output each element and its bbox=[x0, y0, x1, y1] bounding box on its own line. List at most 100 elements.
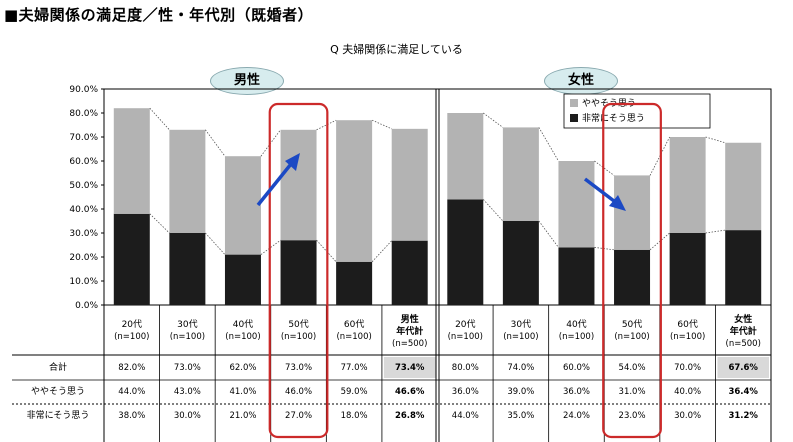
cat-label-5: 年代計 bbox=[396, 325, 423, 337]
connector-line bbox=[205, 232, 226, 255]
legend-label-very: 非常にそう思う bbox=[582, 112, 645, 124]
connector-line bbox=[149, 213, 170, 234]
y-tick-label: 50.0% bbox=[69, 181, 98, 191]
cell-total-0: 82.0% bbox=[118, 363, 145, 373]
connector-line bbox=[538, 220, 559, 248]
cell-very-10: 30.0% bbox=[674, 411, 701, 421]
bar-very-8 bbox=[558, 247, 595, 305]
cell-very-2: 21.0% bbox=[229, 411, 256, 421]
cell-very-8: 24.0% bbox=[563, 411, 590, 421]
bar-very-4 bbox=[336, 261, 373, 305]
cat-label-1: 30代 bbox=[177, 319, 197, 330]
cat-label-7: 30代 bbox=[511, 319, 531, 330]
connector-line bbox=[316, 119, 337, 131]
cat-label-6: 20代 bbox=[455, 319, 475, 330]
connector-line bbox=[316, 239, 337, 263]
bar-somewhat-8 bbox=[558, 161, 595, 248]
cell-somewhat-8: 36.0% bbox=[563, 387, 590, 397]
connector-line bbox=[482, 199, 504, 222]
y-tick-label: 60.0% bbox=[69, 157, 98, 167]
cell-total-10: 70.0% bbox=[674, 363, 701, 373]
cat-n-2: (n=100) bbox=[225, 332, 260, 342]
bar-very-7 bbox=[502, 221, 539, 305]
bar-very-10 bbox=[669, 233, 706, 305]
highlight-frame bbox=[602, 102, 662, 439]
cell-very-9: 23.0% bbox=[619, 411, 646, 421]
connector-line bbox=[371, 119, 392, 130]
y-tick-label: 90.0% bbox=[69, 85, 98, 95]
cat-n-7: (n=100) bbox=[503, 332, 538, 342]
cell-somewhat-6: 36.0% bbox=[452, 387, 479, 397]
cell-very-5: 26.8% bbox=[395, 411, 425, 421]
cat-label-5: 男性 bbox=[401, 313, 419, 325]
bar-somewhat-6 bbox=[447, 113, 484, 200]
cat-label-11: 年代計 bbox=[730, 325, 757, 337]
cell-somewhat-1: 43.0% bbox=[174, 387, 201, 397]
cell-total-2: 62.0% bbox=[229, 363, 256, 373]
cat-label-10: 60代 bbox=[677, 319, 697, 330]
bar-very-11 bbox=[725, 230, 762, 305]
cat-label-11: 女性 bbox=[734, 313, 752, 325]
cat-n-5: (n=500) bbox=[392, 339, 427, 349]
cell-somewhat-0: 44.0% bbox=[118, 387, 145, 397]
cell-somewhat-2: 41.0% bbox=[229, 387, 256, 397]
cat-label-8: 40代 bbox=[566, 319, 586, 330]
total-cell-bg bbox=[717, 357, 769, 378]
row-label-very: 非常にそう思う bbox=[27, 409, 90, 421]
cell-very-11: 31.2% bbox=[728, 411, 758, 421]
bar-somewhat-10 bbox=[669, 137, 706, 233]
connector-line bbox=[705, 136, 726, 144]
bar-very-5 bbox=[391, 240, 428, 305]
total-cell-bg bbox=[383, 357, 436, 378]
cat-label-0: 20代 bbox=[122, 319, 142, 330]
y-tick-label: 40.0% bbox=[69, 205, 98, 215]
cell-somewhat-11: 36.4% bbox=[728, 387, 758, 397]
bar-very-6 bbox=[447, 199, 484, 305]
cell-total-3: 73.0% bbox=[285, 363, 312, 373]
connector-line bbox=[205, 129, 226, 157]
cat-n-10: (n=100) bbox=[670, 332, 705, 342]
cell-somewhat-3: 46.0% bbox=[285, 387, 312, 397]
legend-swatch-somewhat bbox=[570, 99, 578, 107]
cell-total-9: 54.0% bbox=[619, 363, 646, 373]
female-group-label: 女性 bbox=[544, 67, 618, 95]
cell-somewhat-4: 59.0% bbox=[341, 387, 368, 397]
down-arrow-head bbox=[609, 195, 626, 211]
y-tick-label: 80.0% bbox=[69, 109, 98, 119]
down-arrow bbox=[583, 177, 616, 203]
connector-line bbox=[705, 229, 726, 234]
bar-very-0 bbox=[113, 213, 150, 305]
cat-label-3: 50代 bbox=[288, 319, 308, 330]
connector-line bbox=[149, 107, 170, 131]
cell-somewhat-7: 39.0% bbox=[507, 387, 534, 397]
cell-very-1: 30.0% bbox=[174, 411, 201, 421]
bar-somewhat-1 bbox=[169, 129, 206, 233]
cat-n-11: (n=500) bbox=[726, 339, 761, 349]
question-title: Q 夫婦関係に満足している bbox=[330, 43, 463, 56]
male-group-label: 男性 bbox=[210, 67, 284, 95]
cat-label-9: 50代 bbox=[622, 319, 642, 330]
page-title: ■夫婦関係の満足度／性・年代別（既婚者） bbox=[4, 6, 314, 24]
cell-total-6: 80.0% bbox=[452, 363, 479, 373]
y-tick-label: 10.0% bbox=[69, 277, 98, 287]
cell-somewhat-10: 40.0% bbox=[674, 387, 701, 397]
cat-n-8: (n=100) bbox=[559, 332, 594, 342]
up-arrow bbox=[256, 162, 293, 207]
bar-somewhat-11 bbox=[725, 142, 762, 231]
cat-label-2: 40代 bbox=[233, 319, 253, 330]
bar-somewhat-3 bbox=[280, 129, 317, 241]
up-arrow-head bbox=[285, 153, 300, 171]
cat-n-6: (n=100) bbox=[448, 332, 483, 342]
cell-total-11: 67.6% bbox=[728, 363, 758, 373]
y-tick-label: 0.0% bbox=[75, 301, 98, 311]
highlight-frame bbox=[268, 102, 329, 439]
bar-very-1 bbox=[169, 233, 206, 305]
bar-very-9 bbox=[614, 249, 651, 305]
cell-very-0: 38.0% bbox=[118, 411, 145, 421]
legend-box bbox=[563, 93, 711, 129]
plot-frame bbox=[103, 88, 772, 306]
cat-n-1: (n=100) bbox=[170, 332, 205, 342]
legend-swatch-very bbox=[570, 114, 578, 122]
cell-total-8: 60.0% bbox=[563, 363, 590, 373]
